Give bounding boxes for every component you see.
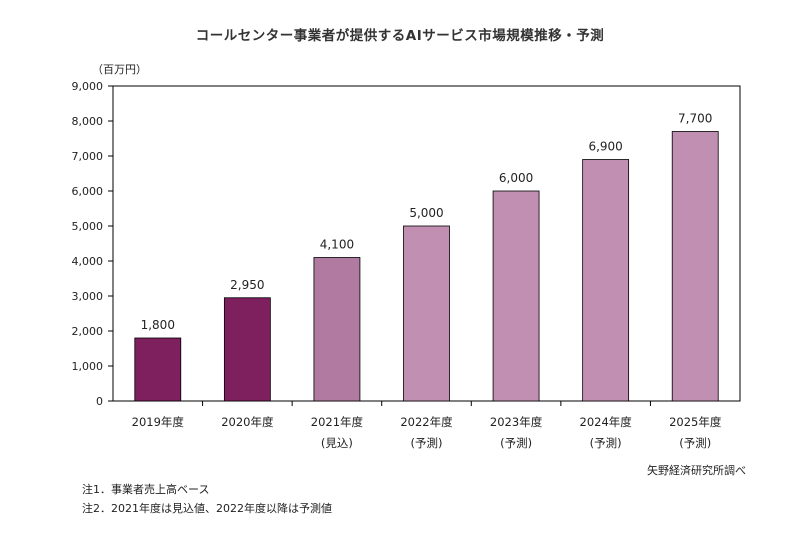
x-tick-label: 2024年度: [580, 415, 633, 429]
source-credit: 矢野経済研究所調べ: [647, 464, 746, 477]
y-tick-label: 2,000: [72, 325, 104, 338]
x-tick-label: 2025年度: [669, 415, 722, 429]
y-tick-label: 9,000: [72, 80, 104, 93]
x-tick-label: (予測): [411, 436, 443, 450]
x-tick-label: 2023年度: [490, 415, 543, 429]
bar: [582, 159, 630, 402]
bar: [134, 337, 182, 402]
bar-chart: 0 1,000 2,000 3,000 4,000 5,000 6,000 7,000 8,00…: [72, 80, 741, 450]
data-label: 6,900: [588, 140, 622, 154]
x-tick-label: 2022年度: [400, 415, 453, 429]
y-tick-label: 6,000: [72, 185, 104, 198]
x-tick-label: 2019年度: [132, 415, 185, 429]
bar: [403, 225, 450, 402]
y-tick-label: 0: [96, 395, 103, 408]
x-tick-label: (見込): [321, 436, 353, 450]
y-tick-label: 8,000: [72, 115, 104, 128]
x-tick-label: 2021年度: [311, 415, 364, 429]
data-label: 6,000: [499, 171, 533, 185]
footnote-2: 注2．2021年度は見込値、2022年度以降は予測値: [82, 502, 332, 515]
data-label: 5,000: [409, 206, 443, 220]
bar: [223, 297, 271, 402]
data-label: 4,100: [320, 238, 354, 252]
y-axis-unit-label: （百万円）: [92, 63, 147, 76]
x-tick-label: 2020年度: [221, 415, 274, 429]
bar: [313, 257, 361, 402]
y-tick-label: 1,000: [72, 360, 104, 373]
data-label: 2,950: [230, 278, 264, 292]
bar: [492, 190, 540, 402]
chart-title: コールセンター事業者が提供するAIサービス市場規模推移・予測: [195, 28, 605, 44]
y-tick-label: 5,000: [72, 220, 104, 233]
x-tick-label: (予測): [590, 436, 622, 450]
y-tick-label: 3,000: [72, 290, 104, 303]
y-tick-label: 4,000: [72, 255, 104, 268]
x-tick-label: (予測): [679, 436, 711, 450]
data-label: 7,700: [678, 112, 712, 126]
data-label: 1,800: [141, 318, 175, 332]
y-tick-label: 7,000: [72, 150, 104, 163]
x-tick-label: (予測): [500, 436, 532, 450]
footnote-1: 注1．事業者売上高ベース: [82, 483, 210, 496]
bar: [671, 131, 719, 402]
